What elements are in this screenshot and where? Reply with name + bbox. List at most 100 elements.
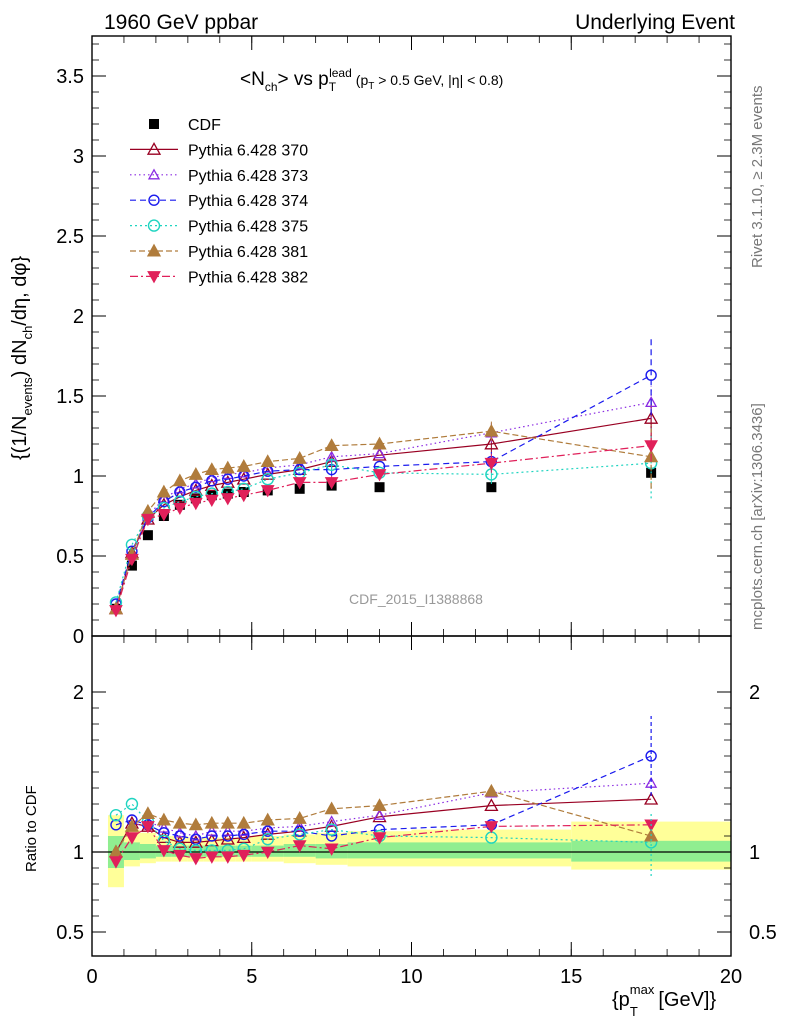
data-point-CDF (486, 482, 497, 493)
data-point-382 (260, 485, 275, 498)
analysis-watermark: CDF_2015_I1388868 (349, 591, 483, 607)
ratio-y-tick-label: 1 (73, 842, 84, 864)
legend-label-CDF: CDF (188, 117, 221, 134)
legend-marker-373 (147, 168, 161, 180)
ratio-point-375 (325, 823, 338, 836)
data-point-382 (125, 553, 139, 567)
upper-y-tick-label: 1.5 (56, 386, 84, 408)
data-point-381 (324, 438, 339, 452)
series-line-375 (115, 462, 652, 603)
ratio-point-370 (236, 830, 251, 844)
data-point-381 (484, 423, 499, 437)
legend-entry-375: Pythia 6.428 375 (130, 219, 308, 236)
ratio-point-373 (293, 820, 306, 832)
ratio-point-381 (236, 815, 251, 829)
legend-marker-375 (147, 219, 161, 232)
ratio-point-370 (172, 835, 187, 848)
data-point-373 (293, 458, 306, 470)
data-point-370 (220, 475, 235, 488)
ratio-point-382 (125, 832, 139, 845)
data-point-374 (174, 486, 186, 498)
series-line-381 (115, 430, 652, 609)
ratio-point-382 (204, 851, 219, 864)
data-point-381 (220, 460, 235, 474)
legend-marker-374 (148, 194, 160, 206)
svg-text:{(1/Nevents) dNch/dη, dφ}: {(1/Nevents) dNch/dη, dφ} (9, 256, 35, 460)
upper-y-tick-label: 2.5 (56, 226, 84, 248)
series-374 (110, 335, 657, 610)
data-point-370 (236, 471, 251, 485)
legend-label-375: Pythia 6.428 375 (188, 219, 308, 236)
ratio-point-370 (484, 798, 499, 812)
ratio-point-381 (484, 783, 499, 797)
legend-label-381: Pythia 6.428 381 (188, 244, 308, 261)
data-point-382 (484, 457, 499, 471)
legend-marker-CDF (149, 119, 159, 129)
plot-title: <Nch> vs pTlead (pT > 0.5 GeV, |η| < 0.8) (240, 66, 503, 94)
legend-entry-370: Pythia 6.428 370 (130, 142, 308, 159)
data-point-CDF (142, 530, 153, 541)
legend-entry-373: Pythia 6.428 373 (130, 168, 308, 185)
data-point-381 (204, 462, 219, 476)
ratio-line-375 (115, 803, 652, 851)
data-point-375 (261, 473, 274, 486)
ratio-point-382 (260, 846, 275, 860)
ratio-point-373 (205, 824, 218, 836)
legend-marker-382 (147, 271, 161, 284)
ratio-point-381 (292, 811, 307, 824)
ratio-line-382 (115, 824, 652, 862)
data-point-374 (190, 481, 202, 493)
ratio-point-381 (188, 817, 203, 831)
ratio-y-tick-label: 2 (73, 682, 84, 704)
upper-y-tick-label: 3.5 (56, 66, 84, 88)
mcplots-label: mcplots.cern.ch [arXiv:1306.3436] (749, 403, 766, 630)
uncertainty-band-inner (203, 845, 220, 857)
x-tick-label: 10 (400, 966, 422, 988)
header-right-label: Underlying Event (575, 11, 735, 34)
data-point-370 (188, 483, 203, 496)
ratio-y-tick-label-right: 1 (749, 842, 760, 864)
data-point-373 (221, 468, 234, 480)
ratio-point-374 (110, 819, 122, 831)
svg-text:<Nch> vs pTlead(pT > 0.5 GeV,: <Nch> vs pTlead (pT > 0.5 GeV, |η| < 0.8) (240, 66, 503, 94)
ratio-line-381 (115, 790, 652, 853)
uncertainty-band-inner (571, 840, 731, 862)
ratio-point-382 (324, 843, 339, 856)
lower-ylabel: Ratio to CDF (23, 785, 40, 872)
data-point-381 (172, 473, 187, 487)
ratio-point-373 (325, 815, 338, 827)
upper-y-tick-label: 1 (73, 466, 84, 488)
ratio-point-370 (220, 831, 235, 845)
ratio-point-373 (221, 824, 234, 836)
legend-entry-374: Pythia 6.428 374 (130, 193, 308, 210)
ratio-point-374 (158, 827, 170, 839)
data-point-382 (157, 509, 171, 522)
ratio-point-373 (373, 808, 386, 820)
series-line-374 (115, 374, 652, 605)
ratio-point-375 (261, 833, 274, 846)
legend-label-374: Pythia 6.428 374 (188, 193, 308, 210)
data-point-381 (260, 454, 275, 468)
data-point-381 (188, 467, 203, 480)
ratio-point-381 (156, 812, 171, 826)
ratio-point-374 (262, 825, 274, 837)
ratio-line-373 (115, 782, 652, 853)
header-left-label: 1960 GeV ppbar (104, 11, 258, 34)
legend-entry-CDF: CDF (149, 117, 221, 134)
ratio-point-382 (173, 849, 187, 863)
ratio-line-374 (115, 755, 652, 840)
data-point-370 (484, 436, 499, 450)
uncertainty-band-inner (347, 842, 412, 859)
data-point-382 (324, 477, 339, 490)
series-381 (108, 421, 659, 615)
data-point-382 (109, 605, 123, 618)
ratio-point-374 (174, 830, 186, 842)
ratio-point-381 (124, 819, 140, 832)
x-axis-label: {pTmax [GeV]} (612, 982, 716, 1019)
ratio-point-382 (484, 821, 499, 834)
legend-marker-370 (146, 142, 162, 155)
data-point-382 (292, 477, 307, 490)
x-tick-label: 0 (86, 966, 97, 988)
data-point-374 (222, 473, 234, 485)
ratio-y-tick-label-right: 0.5 (749, 922, 777, 944)
